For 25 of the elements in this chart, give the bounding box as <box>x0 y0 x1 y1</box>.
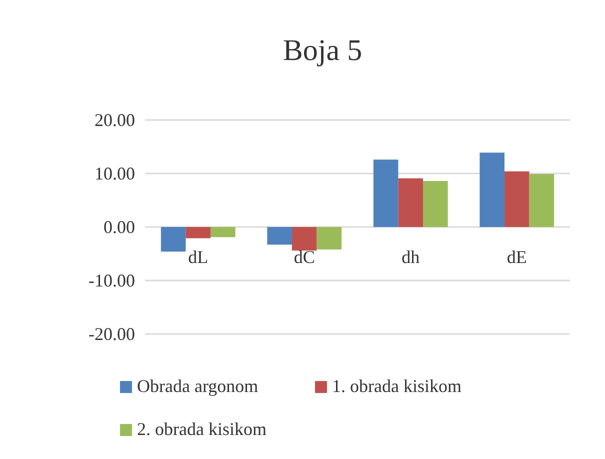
bar <box>316 227 342 250</box>
y-tick-label: 0.00 <box>104 217 135 237</box>
chart-title: Boja 5 <box>282 34 362 67</box>
x-tick-label: dE <box>506 247 527 267</box>
bar <box>292 227 317 251</box>
y-tick-label: -20.00 <box>88 324 135 344</box>
y-tick-label: -10.00 <box>88 270 135 290</box>
legend-label: 1. obrada kisikom <box>332 376 462 396</box>
bar <box>373 160 398 227</box>
legend-label: Obrada argonom <box>137 376 258 396</box>
bar <box>186 227 211 238</box>
bar <box>423 180 448 227</box>
x-tick-label: dL <box>188 247 208 267</box>
bar <box>210 227 236 238</box>
bar <box>398 178 424 227</box>
y-tick-label: 10.00 <box>94 164 135 184</box>
x-tick-label: dh <box>402 247 420 267</box>
x-tick-label: dC <box>294 247 315 267</box>
y-tick-label: 20.00 <box>94 110 135 130</box>
bar <box>160 227 186 252</box>
legend-label: 2. obrada kisikom <box>137 419 266 439</box>
bar <box>480 152 504 227</box>
bar <box>504 171 530 227</box>
bar <box>529 174 554 227</box>
bar <box>267 227 292 245</box>
